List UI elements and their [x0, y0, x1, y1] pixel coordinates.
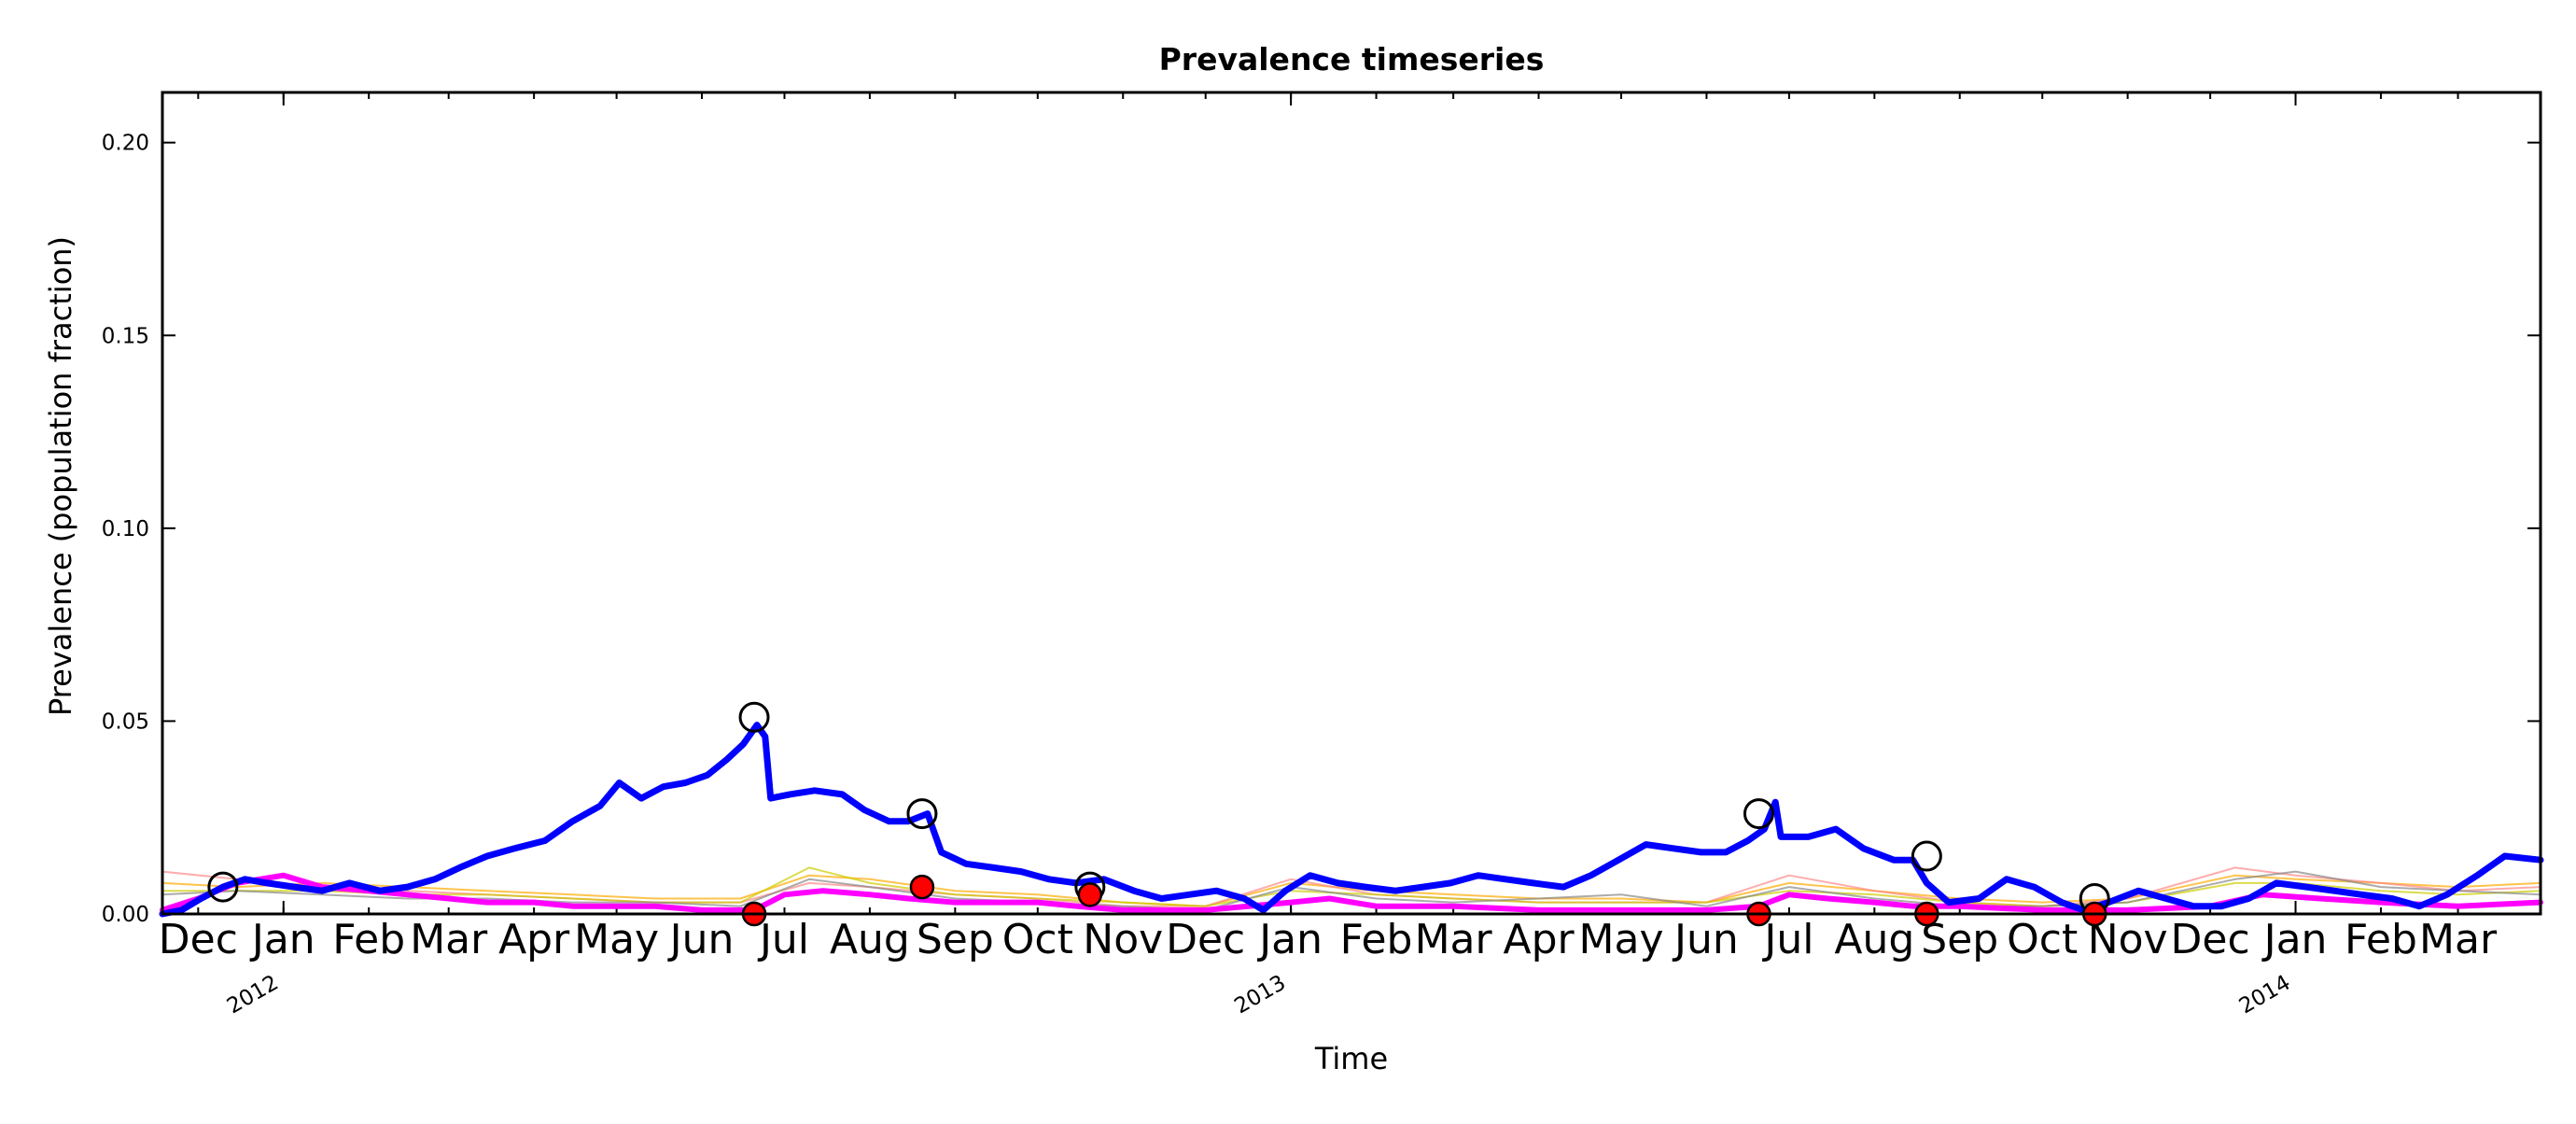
x-month-label: May — [574, 916, 659, 963]
background-series-line — [161, 870, 2541, 911]
x-year-label: 2014 — [2235, 971, 2295, 1019]
x-month-label: May — [1579, 916, 1664, 963]
x-month-label: Sep — [917, 916, 994, 963]
open-circle-marker — [207, 871, 239, 903]
x-month-label: Dec — [2171, 916, 2250, 963]
x-month-label: Nov — [1083, 916, 1163, 963]
y-tick-label: 0.20 — [102, 132, 149, 156]
x-month-label: Jan — [249, 916, 315, 963]
x-year-label: 2012 — [223, 971, 283, 1019]
x-month-label: Mar — [410, 916, 488, 963]
x-month-label: Jul — [1761, 916, 1813, 963]
secondary-series — [160, 872, 2543, 913]
y-tick-label: 0.15 — [102, 324, 149, 348]
filled-circle-marker — [1077, 882, 1103, 907]
filled-circle-marker — [909, 874, 935, 900]
x-month-label: Dec — [1166, 916, 1245, 963]
y-tick-label: 0.05 — [102, 710, 149, 734]
x-month-label: Oct — [2007, 916, 2078, 963]
x-month-label: Dec — [159, 916, 238, 963]
plot-frame — [161, 91, 2542, 916]
x-month-label: Oct — [1002, 916, 1073, 963]
x-month-label: Aug — [1834, 916, 1914, 963]
secondary-series-line — [160, 872, 2543, 913]
x-month-label: Feb — [1340, 916, 1413, 963]
x-month-label: Mar — [1415, 916, 1493, 963]
x-month-label: Jan — [1256, 916, 1323, 963]
x-month-label: Aug — [830, 916, 910, 963]
y-tick-label: 0.00 — [102, 903, 149, 927]
x-month-label: Feb — [332, 916, 405, 963]
x-month-label: Jul — [757, 916, 809, 963]
open-circle-marker — [738, 701, 770, 733]
x-month-label: Feb — [2345, 916, 2417, 963]
x-month-label: Jan — [2261, 916, 2328, 963]
x-month-label: Jun — [1672, 916, 1739, 963]
open-circle-marker — [1743, 798, 1774, 830]
x-month-label: Apr — [498, 916, 570, 963]
x-month-label: Mar — [2419, 916, 2498, 963]
open-circle-marker — [1911, 840, 1942, 872]
open-circle-marker — [906, 798, 938, 830]
y-tick-label: 0.10 — [102, 517, 149, 541]
x-month-label: Apr — [1503, 916, 1575, 963]
x-axis-label: Time — [1314, 1041, 1388, 1076]
x-year-label: 2013 — [1230, 971, 1290, 1019]
y-axis-label: Prevalence (population fraction) — [43, 236, 78, 716]
chart-title: Prevalence timeseries — [1159, 41, 1545, 77]
x-month-label: Jun — [667, 916, 735, 963]
